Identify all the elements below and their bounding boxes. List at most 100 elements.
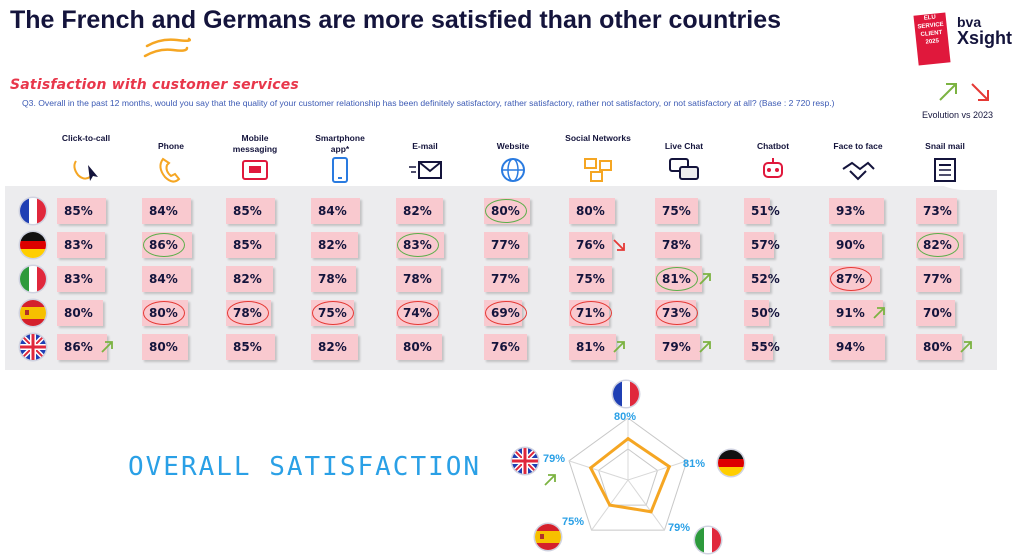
table-cell-value: 85% [233, 238, 262, 252]
table-cell-bar [744, 198, 770, 224]
radar-point [626, 437, 630, 441]
table-cell-value: 80% [64, 306, 93, 320]
table-cell-bar [484, 266, 528, 292]
table-cell-bar [142, 198, 191, 224]
table-cell-bar [829, 232, 882, 258]
column-header: Face to face [833, 141, 883, 151]
table-cell-bar [226, 266, 273, 292]
column-icon-wrapper [322, 155, 358, 185]
uk-flag-icon [20, 334, 46, 360]
smartphone-icon [332, 157, 348, 183]
table-cell-value: 77% [923, 272, 952, 286]
best-score-ring [397, 233, 439, 257]
social-networks-icon [584, 158, 612, 182]
table-cell-value: 79% [662, 340, 691, 354]
table-cell-value: 84% [149, 204, 178, 218]
best-score-ring [656, 267, 698, 291]
chart-subtitle: Satisfaction with customer services [10, 77, 299, 93]
column-header: Smartphone app* [315, 133, 365, 154]
evolution-arrow [958, 339, 974, 355]
column-header: Phone [158, 141, 184, 151]
table-cell-value: 73% [923, 204, 952, 218]
handshake-icon [842, 161, 875, 181]
best-score-ring [143, 233, 185, 257]
table-cell-bar [311, 198, 360, 224]
column-icon-wrapper [407, 155, 443, 185]
up-arrow-icon [699, 341, 711, 353]
radar-value-label: 79% [543, 453, 566, 465]
worst-score-ring [143, 301, 185, 325]
radar-axis [627, 479, 665, 531]
table-cell-bar [916, 300, 955, 326]
phone-icon [159, 157, 181, 183]
evolution-arrow [611, 237, 627, 253]
table-cell-value: 84% [149, 272, 178, 286]
globe-icon [501, 158, 525, 182]
table-cell-bar [226, 334, 275, 360]
radar-series-line [588, 436, 672, 514]
table-cell-value: 80% [403, 340, 432, 354]
radar-point [649, 510, 653, 514]
evolution-arrow [99, 339, 115, 355]
table-cell-bar [57, 300, 103, 326]
click-to-call-icon [73, 160, 98, 181]
table-cell-bar [142, 334, 188, 360]
column-icon-wrapper [927, 155, 963, 185]
table-cell-bar [744, 334, 773, 360]
table-cell-value: 50% [751, 306, 780, 320]
table-cell-value: 78% [403, 272, 432, 286]
table-cell-value: 57% [751, 238, 780, 252]
worst-score-ring [312, 301, 354, 325]
table-cell-bar [57, 266, 105, 292]
radar-germany-flag-icon [718, 450, 744, 476]
table-cell-bar [396, 198, 443, 224]
worst-score-ring [397, 301, 439, 325]
italy-flag-icon [20, 266, 46, 292]
column-header: Live Chat [664, 141, 704, 151]
radar-value-label: 80% [614, 411, 637, 423]
up-arrow-icon [699, 273, 711, 285]
mobile-messaging-icon [242, 160, 268, 180]
column-icon-wrapper [153, 155, 189, 185]
table-cell-value: 86% [64, 340, 93, 354]
column-icon-wrapper [666, 155, 702, 185]
best-score-ring [485, 199, 527, 223]
worst-score-ring [485, 301, 527, 325]
newspaper-icon [934, 158, 956, 182]
overall-radar-chart [568, 417, 688, 531]
worst-score-ring [830, 267, 872, 291]
column-header: Social Networks [565, 133, 631, 143]
worst-score-ring [656, 301, 698, 325]
radar-france-flag-icon [613, 381, 639, 407]
live-chat-icon [669, 158, 699, 180]
table-cell-bar [484, 232, 528, 258]
legend-up-arrow-icon [939, 83, 957, 101]
table-cell-value: 51% [751, 204, 780, 218]
radar-point [667, 465, 671, 469]
radar-italy-flag-icon [695, 527, 721, 553]
table-cell-bar [484, 334, 527, 360]
chatbot-icon [763, 158, 783, 178]
table-cell-bar [655, 334, 700, 360]
evolution-arrow [871, 305, 887, 321]
table-cell-value: 85% [233, 340, 262, 354]
service-client-logo: ELU SERVICE CLIENT 2025 [913, 12, 951, 66]
table-cell-value: 80% [149, 340, 178, 354]
column-header: Website [496, 141, 530, 151]
table-cell-value: 83% [64, 272, 93, 286]
table-cell-bar [569, 232, 612, 258]
evolution-arrow [697, 339, 713, 355]
table-cell-bar [311, 334, 358, 360]
table-cell-bar [142, 266, 191, 292]
table-cell-value: 78% [662, 238, 691, 252]
up-arrow-icon [101, 341, 113, 353]
legend-down-arrow-icon [971, 83, 989, 101]
france-flag-icon [20, 198, 46, 224]
table-cell-value: 81% [576, 340, 605, 354]
table-cell-value: 90% [836, 238, 865, 252]
column-header: Chatbot [756, 141, 790, 151]
column-header: E-mail [412, 141, 438, 151]
table-cell-value: 55% [751, 340, 780, 354]
up-arrow-icon [613, 341, 625, 353]
evolution-legend-label: Evolution vs 2023 [922, 110, 994, 120]
